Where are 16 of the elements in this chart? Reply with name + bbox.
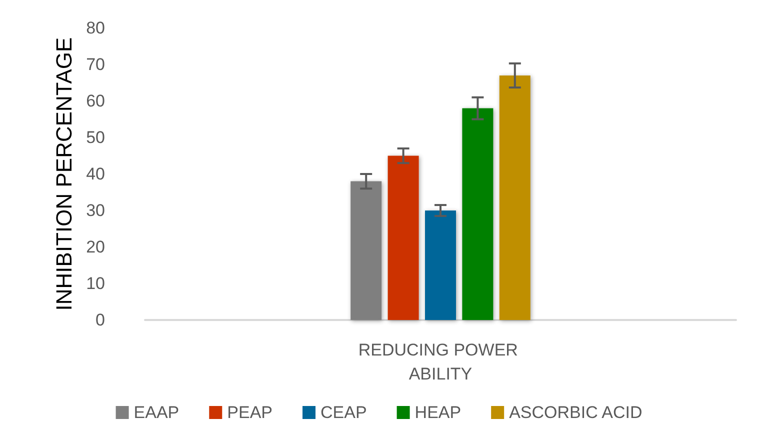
legend-label: CEAP xyxy=(320,403,367,422)
y-tick-label: 0 xyxy=(96,310,105,330)
y-tick-label: 60 xyxy=(86,92,105,110)
y-tick-label: 80 xyxy=(86,18,105,38)
y-tick-label: 40 xyxy=(86,164,105,184)
legend-label: HEAP xyxy=(414,403,462,422)
x-tick-label: REDUCING POWER ABILITY xyxy=(358,340,523,384)
legend-label: PEAP xyxy=(227,403,272,422)
legend-label: EAAP xyxy=(134,403,180,422)
y-tick-label: 30 xyxy=(86,201,105,220)
y-tick-label: 20 xyxy=(86,238,105,256)
legend-label: ASCORBIC ACID xyxy=(509,403,642,422)
y-axis-title: INHIBITION PERCENTAGE xyxy=(52,37,77,311)
y-tick-label: 10 xyxy=(86,274,105,293)
y-tick-label: 70 xyxy=(86,55,105,74)
y-tick-label: 50 xyxy=(86,128,105,147)
